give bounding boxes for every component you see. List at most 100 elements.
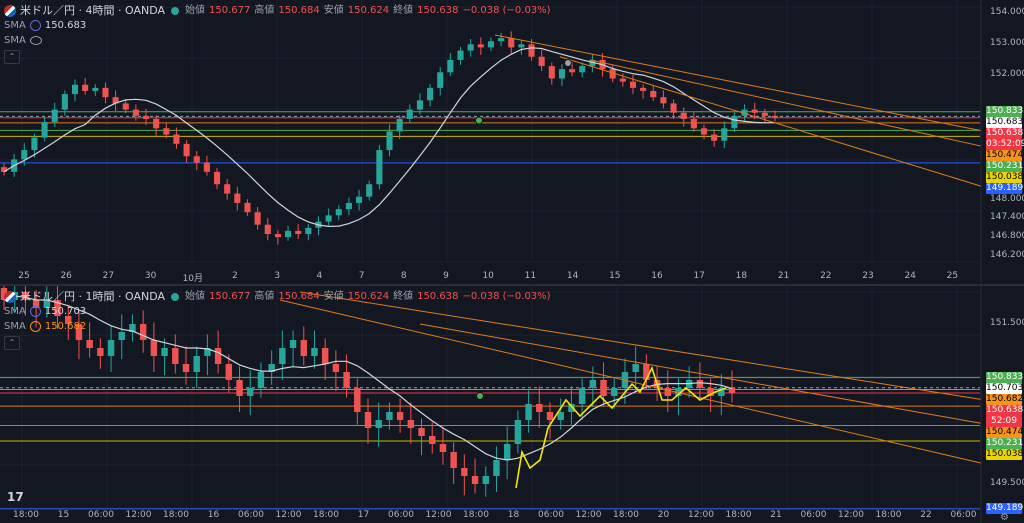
candle-body: [619, 78, 626, 82]
time-tick-label: 18:00: [725, 510, 752, 520]
candle-body: [416, 100, 423, 110]
candle-body: [274, 234, 281, 238]
low-value: 150.624: [347, 4, 390, 16]
time-tick-label: 18:00: [163, 510, 189, 520]
collapse-legend-button[interactable]: ⌃: [4, 50, 20, 64]
candle-body: [366, 184, 373, 197]
candle-body: [514, 420, 522, 444]
time-tick-label: 3: [274, 271, 281, 281]
market-status-icon: [171, 292, 179, 301]
sma-label: SMA: [4, 320, 26, 332]
chart-pane-4h[interactable]: 米ドル／円 · 4時間 · OANDA 始値 150.677 高値 150.68…: [0, 0, 1024, 284]
sma-value: 150.682: [44, 320, 87, 332]
candle-body: [257, 372, 265, 388]
price-tick-label: 151.500: [990, 318, 1024, 328]
candle-body: [183, 143, 190, 157]
price-badge: 150.231: [986, 161, 1024, 173]
chart-pane-1h[interactable]: 米ドル／円 · 1時間 · OANDA 始値 150.677 高値 150.68…: [0, 286, 1024, 523]
chart-canvas-1h[interactable]: [0, 286, 1024, 523]
candle-body: [418, 428, 425, 436]
time-tick-label: 21: [777, 271, 790, 281]
sma-row-1[interactable]: SMA 150.703: [4, 304, 551, 319]
open-value: 150.677: [209, 4, 251, 16]
candle-body: [771, 115, 779, 118]
candle-body: [711, 134, 718, 141]
candle-body: [558, 69, 566, 79]
candle-body: [600, 380, 607, 396]
sma-label: SMA: [4, 19, 26, 31]
sma-row-2[interactable]: SMA 150.682: [4, 319, 551, 334]
candle-body: [386, 131, 393, 151]
time-tick-label: 11: [524, 271, 537, 281]
sma-row-1[interactable]: SMA 150.683: [4, 18, 551, 33]
symbol-title[interactable]: 米ドル／円 · 4時間 · OANDA: [20, 3, 165, 17]
candle-body: [396, 412, 404, 420]
candle-body: [97, 348, 104, 356]
time-tick-label: 25: [946, 271, 959, 281]
high-label: 高値: [254, 290, 275, 302]
candle-body: [761, 112, 768, 116]
candle-body: [236, 380, 243, 396]
time-tick-label: 06:00: [238, 510, 264, 520]
candle-body: [467, 44, 474, 51]
time-tick-label: 12:00: [688, 510, 714, 520]
candle-body: [300, 340, 307, 356]
candle-body: [650, 90, 657, 98]
sma-settings-icon[interactable]: [29, 306, 41, 317]
time-tick-label: 14: [566, 271, 579, 281]
candle-body: [675, 388, 682, 396]
candle-body: [254, 212, 261, 225]
tradingview-logo-icon[interactable]: 17: [7, 490, 24, 504]
candle-body: [51, 109, 58, 123]
candle-body: [305, 227, 312, 235]
sma-label: SMA: [4, 305, 26, 317]
candle-body: [548, 66, 555, 79]
candle-body: [406, 109, 413, 119]
candle-body: [589, 59, 596, 67]
candle-body: [396, 118, 403, 132]
candle-body: [407, 420, 415, 428]
time-tick-label: 9: [443, 271, 449, 281]
gear-icon[interactable]: ⚙: [1000, 512, 1009, 523]
time-tick-label: 18:00: [875, 510, 902, 520]
candle-body: [86, 340, 93, 348]
time-tick-label: 30: [144, 271, 157, 281]
sma-settings-icon[interactable]: [29, 321, 41, 332]
candle-body: [31, 137, 38, 151]
candle-body: [751, 109, 758, 113]
collapse-legend-button[interactable]: ⌃: [4, 336, 20, 350]
time-tick-label: 12:00: [125, 510, 152, 520]
candle-body: [568, 404, 575, 412]
time-tick-label: 06:00: [88, 510, 114, 520]
candle-body: [364, 412, 372, 428]
candle-body: [609, 69, 616, 79]
candle-body: [528, 44, 535, 57]
price-tick-label: 153.000: [990, 38, 1024, 49]
candle-body: [437, 72, 444, 88]
candle-body: [728, 388, 736, 393]
hidden-eye-icon[interactable]: [29, 36, 42, 45]
price-badge: 150.682: [986, 393, 1024, 405]
price-badge: 150.638: [986, 404, 1024, 416]
candle-body: [557, 412, 564, 420]
sma-row-2[interactable]: SMA: [4, 33, 551, 48]
time-tick-label: 26: [60, 271, 72, 281]
time-tick-label: 23: [862, 271, 874, 281]
candle-body: [343, 372, 350, 388]
candle-body: [660, 97, 667, 104]
candle-body: [546, 412, 554, 420]
trend-line: [299, 291, 986, 401]
candle-body: [461, 468, 468, 476]
sma-value: 150.703: [44, 305, 87, 317]
candle-body: [332, 364, 340, 372]
symbol-title[interactable]: 米ドル／円 · 1時間 · OANDA: [20, 289, 165, 303]
candle-body: [173, 134, 180, 144]
price-badge: 150.833: [986, 371, 1024, 383]
candle-body: [680, 112, 687, 119]
price-badge: 150.703: [986, 382, 1024, 394]
candle-body: [471, 476, 479, 484]
sma-settings-icon[interactable]: [29, 20, 41, 31]
price-tick-label: 146.200: [990, 249, 1024, 260]
pane-divider[interactable]: [0, 284, 1024, 286]
candle-body: [193, 356, 200, 372]
